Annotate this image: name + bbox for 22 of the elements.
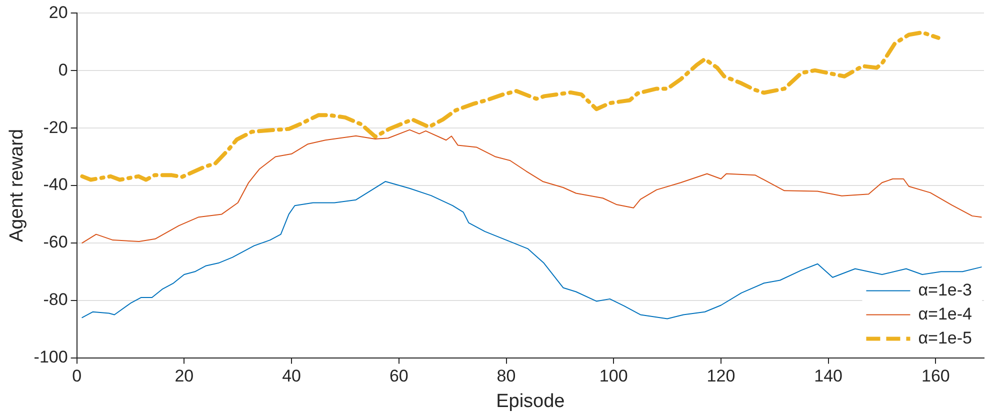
x-tick-label: 80	[496, 366, 516, 386]
x-tick-label: 100	[599, 366, 628, 386]
legend-label: α=1e-5	[918, 328, 972, 348]
x-tick-label: 0	[72, 366, 82, 386]
x-tick-label: 60	[389, 366, 408, 386]
y-tick-label: -40	[43, 175, 68, 194]
x-tick-label: 160	[922, 366, 950, 386]
legend-label: α=1e-4	[918, 304, 972, 324]
legend-label: α=1e-3	[918, 280, 972, 300]
x-axis-title: Episode	[496, 390, 565, 412]
y-tick-label: 0	[58, 60, 68, 80]
x-tick-label: 140	[814, 366, 843, 386]
y-tick-label: -80	[43, 290, 68, 310]
y-tick-label: 20	[48, 2, 68, 22]
y-axis-title: Agent reward	[6, 128, 28, 242]
line-series	[80, 30, 940, 182]
y-tick-label: -100	[34, 347, 68, 366]
x-tick-label: 40	[282, 366, 301, 386]
y-tick-label: -60	[43, 232, 68, 252]
x-tick-label: 120	[706, 366, 736, 386]
x-tick-label: 20	[174, 366, 194, 386]
y-tick-label: -20	[43, 118, 68, 137]
